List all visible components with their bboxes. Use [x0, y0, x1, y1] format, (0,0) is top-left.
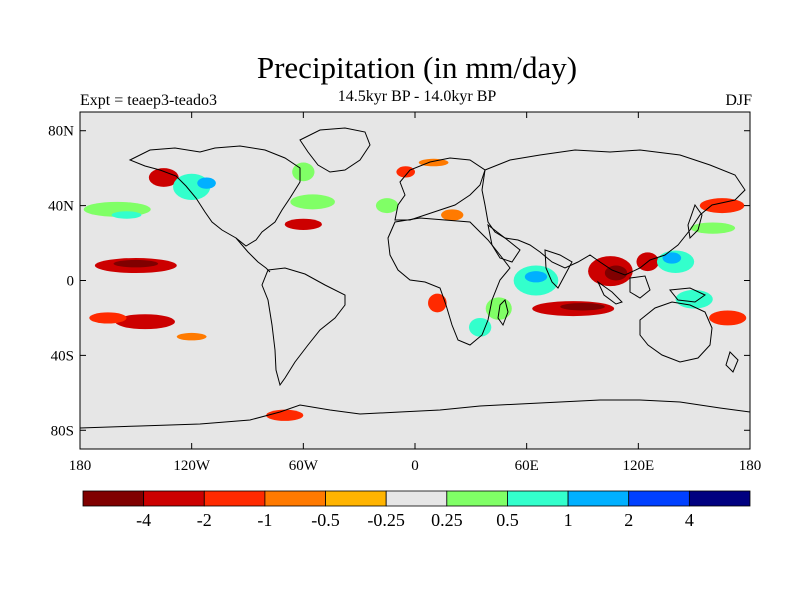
coastlines — [80, 127, 750, 429]
colorbar-swatch-9 — [628, 490, 690, 507]
anomaly-patch-30 — [699, 198, 745, 214]
map-title: Precipitation (in mm/day) — [256, 50, 578, 85]
anomaly-patch-32 — [266, 409, 304, 421]
coastline-north-america — [128, 145, 301, 247]
anomaly-patch-1 — [113, 259, 159, 268]
anomaly-patch-13 — [396, 166, 416, 178]
experiment-label: Expt = teaep3-teado3 — [80, 92, 217, 109]
coastline-sumatra — [596, 280, 623, 305]
anomaly-patch-33 — [176, 332, 207, 341]
anomaly-patch-12 — [375, 198, 399, 214]
lat-tick-label: 40S — [51, 348, 74, 364]
anomaly-patch-28 — [675, 289, 713, 309]
anomaly-patch-8 — [197, 177, 216, 189]
colorbar-label: -0.5 — [311, 510, 340, 530]
anomaly-patch-22 — [560, 302, 605, 311]
lon-tick-label: 60E — [515, 458, 539, 474]
coastline-india — [544, 249, 573, 289]
anomaly-patch-27 — [662, 252, 682, 264]
lat-tick-label: 0 — [67, 274, 75, 290]
lat-tick-label: 80S — [51, 423, 74, 439]
coastline-south-america — [261, 267, 346, 387]
coastline-europe — [394, 157, 486, 221]
colorbar-swatch-10 — [688, 490, 751, 507]
colorbar-label: 4 — [685, 510, 694, 530]
coastline-new-guinea — [669, 287, 706, 303]
colorbar-swatch-8 — [567, 490, 630, 507]
colorbar-label: -0.25 — [367, 510, 405, 530]
coastline-australia — [639, 301, 713, 363]
colorbar-label: 1 — [564, 510, 573, 530]
map-subtitle: 14.5kyr BP - 14.0kyr BP — [337, 88, 497, 105]
anomaly-patch-20 — [524, 271, 548, 283]
anomaly-patch-18 — [485, 297, 512, 320]
anomaly-patch-16 — [428, 293, 447, 313]
anomaly-patch-3 — [89, 312, 127, 324]
axis-ticks: 80N 40N 0 40S 80S 180 120W 60W 0 60E 120E 180 — [48, 112, 761, 474]
lon-tick-label: 180 — [739, 458, 762, 474]
colorbar-label: 0.5 — [496, 510, 519, 530]
colorbar-swatch-5 — [385, 490, 448, 507]
lon-tick-label: 120E — [622, 458, 654, 474]
anomaly-patch-9 — [284, 218, 322, 230]
coastline-arabia — [487, 223, 521, 263]
anomaly-patch-14 — [418, 158, 449, 167]
coastline-borneo — [629, 275, 651, 299]
colorbar-swatch-7 — [507, 490, 569, 507]
anomaly-patch-6 — [148, 168, 179, 187]
colorbar-swatch-3 — [264, 490, 326, 507]
lon-tick-label: 0 — [411, 458, 419, 474]
colorbar-swatch-1 — [143, 490, 205, 507]
anomaly-patch-31 — [690, 222, 736, 234]
lon-tick-label: 60W — [289, 458, 319, 474]
colorbar-label: -4 — [136, 510, 151, 530]
colorbar-swatch-4 — [325, 490, 387, 507]
anomaly-patch-29 — [709, 310, 747, 326]
coastline-madagascar — [497, 299, 509, 327]
lon-tick-label: 180 — [69, 458, 92, 474]
coastline-new-zealand — [725, 351, 739, 373]
coastline-asia — [481, 149, 746, 276]
coastline-japan — [687, 203, 703, 240]
season-label: DJF — [725, 92, 752, 109]
colorbar-label: -1 — [257, 510, 272, 530]
anomaly-layer — [83, 158, 747, 421]
colorbar-label: 0.25 — [431, 510, 463, 530]
anomaly-patch-15 — [441, 209, 464, 221]
coastline-central-america — [235, 237, 271, 273]
anomaly-patch-5 — [111, 211, 142, 219]
colorbar-swatch-6 — [446, 490, 508, 507]
colorbar-swatch-2 — [203, 490, 266, 507]
lat-tick-label: 40N — [48, 199, 74, 215]
colorbar-swatch-0 — [82, 490, 145, 507]
coastline-greenland — [299, 127, 371, 173]
colorbar: -4 -2 -1 -0.5 -0.25 0.25 0.5 1 2 4 — [82, 490, 751, 530]
coastline-africa — [387, 217, 511, 346]
coastline-antarctica — [80, 399, 750, 429]
anomaly-patch-2 — [115, 314, 175, 330]
lat-tick-label: 80N — [48, 124, 74, 140]
anomaly-patch-17 — [468, 317, 492, 337]
anomaly-patch-11 — [292, 162, 315, 182]
lon-tick-label: 120W — [173, 458, 211, 474]
colorbar-label: 2 — [624, 510, 633, 530]
anomaly-patch-10 — [290, 194, 335, 210]
colorbar-label: -2 — [197, 510, 212, 530]
